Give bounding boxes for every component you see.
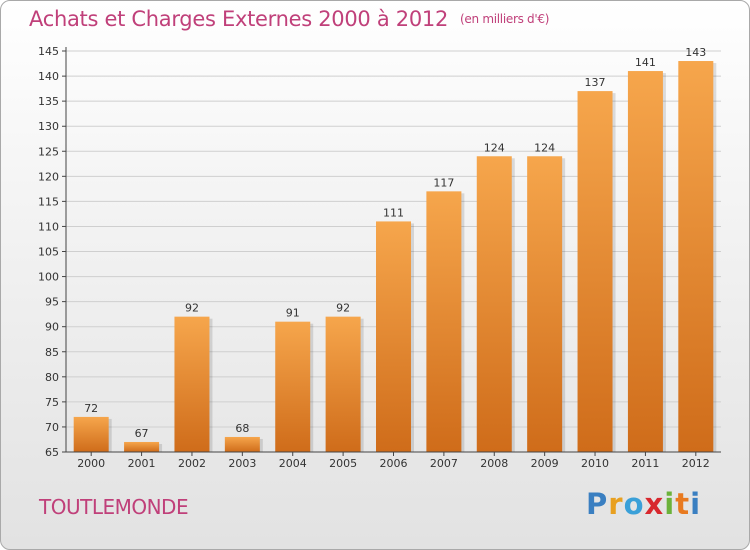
y-tick-label: 125 — [38, 145, 59, 158]
bar-2001 — [124, 441, 160, 452]
bar-2012 — [678, 61, 714, 453]
y-tick-label: 105 — [38, 246, 59, 259]
logo-letter: x — [644, 487, 665, 521]
place-name: TOUTLEMONDE — [39, 495, 189, 519]
bar-value-label: 111 — [383, 206, 404, 219]
bar-value-label: 91 — [286, 307, 300, 320]
y-tick-label: 95 — [45, 296, 59, 309]
y-tick-label: 115 — [38, 195, 59, 208]
x-tick-label: 2008 — [480, 457, 508, 470]
bar-value-label: 68 — [235, 422, 249, 435]
chart-unit: (en milliers d'€) — [460, 12, 550, 26]
y-tick-label: 120 — [38, 170, 59, 183]
y-tick-label: 110 — [38, 220, 59, 233]
x-tick-label: 2002 — [178, 457, 206, 470]
logo-letter: o — [623, 487, 645, 521]
bar-value-label: 92 — [336, 302, 350, 315]
logo-letter: i — [664, 487, 676, 521]
y-tick-label: 100 — [38, 271, 59, 284]
bar-2005 — [325, 316, 361, 452]
bar-2011 — [627, 71, 663, 453]
axes — [62, 47, 721, 456]
y-tick-label: 135 — [38, 95, 59, 108]
bars — [73, 61, 717, 453]
chart-title-text: Achats et Charges Externes 2000 à 2012 — [29, 7, 449, 31]
logo-letter: i — [690, 487, 702, 521]
bar-value-label: 92 — [185, 302, 199, 315]
logo-letter: r — [608, 487, 624, 521]
bar-value-label: 143 — [685, 46, 706, 59]
x-tick-label: 2012 — [682, 457, 710, 470]
labels: 65 70 75 80 85 90 95 100 105 110 115 120 125 130 135 14… — [38, 45, 710, 470]
x-tick-label: 2006 — [380, 457, 408, 470]
chart-title: Achats et Charges Externes 2000 à 2012 (e… — [29, 7, 549, 31]
y-tick-label: 145 — [38, 45, 59, 58]
bar-value-label: 117 — [433, 176, 454, 189]
bar-2003 — [224, 436, 260, 452]
proxiti-logo[interactable]: Proxiti — [586, 487, 701, 521]
bar-2006 — [376, 221, 411, 452]
y-tick-label: 90 — [45, 321, 59, 334]
y-tick-label: 65 — [45, 446, 59, 459]
y-tick-label: 140 — [38, 70, 59, 83]
y-tick-label: 85 — [45, 346, 59, 359]
bar-value-label: 137 — [585, 76, 606, 89]
bar-2009 — [527, 156, 563, 452]
bar-2002 — [174, 316, 210, 452]
logo-letter: t — [675, 487, 691, 521]
x-tick-label: 2001 — [128, 457, 156, 470]
bar-2000 — [73, 416, 109, 452]
bar-2007 — [426, 191, 462, 452]
bar-value-label: 124 — [484, 141, 505, 154]
x-tick-label: 2003 — [228, 457, 256, 470]
bar-value-label: 67 — [135, 427, 149, 440]
bar-value-label: 72 — [84, 402, 98, 415]
logo-letter: P — [586, 487, 609, 521]
y-tick-label: 130 — [38, 120, 59, 133]
bar-value-label: 124 — [534, 141, 555, 154]
x-tick-label: 2004 — [279, 457, 307, 470]
bar-2008 — [476, 156, 512, 452]
y-tick-label: 80 — [45, 371, 59, 384]
bar-value-label: 141 — [635, 56, 656, 69]
y-tick-label: 70 — [45, 421, 59, 434]
bar-2004 — [275, 321, 311, 452]
y-tick-label: 75 — [45, 396, 59, 409]
bar-2010 — [577, 91, 613, 452]
x-tick-label: 2010 — [581, 457, 609, 470]
x-tick-label: 2007 — [430, 457, 458, 470]
x-tick-label: 2000 — [77, 457, 105, 470]
x-tick-label: 2011 — [631, 457, 659, 470]
x-tick-label: 2009 — [531, 457, 559, 470]
x-tick-label: 2005 — [329, 457, 357, 470]
